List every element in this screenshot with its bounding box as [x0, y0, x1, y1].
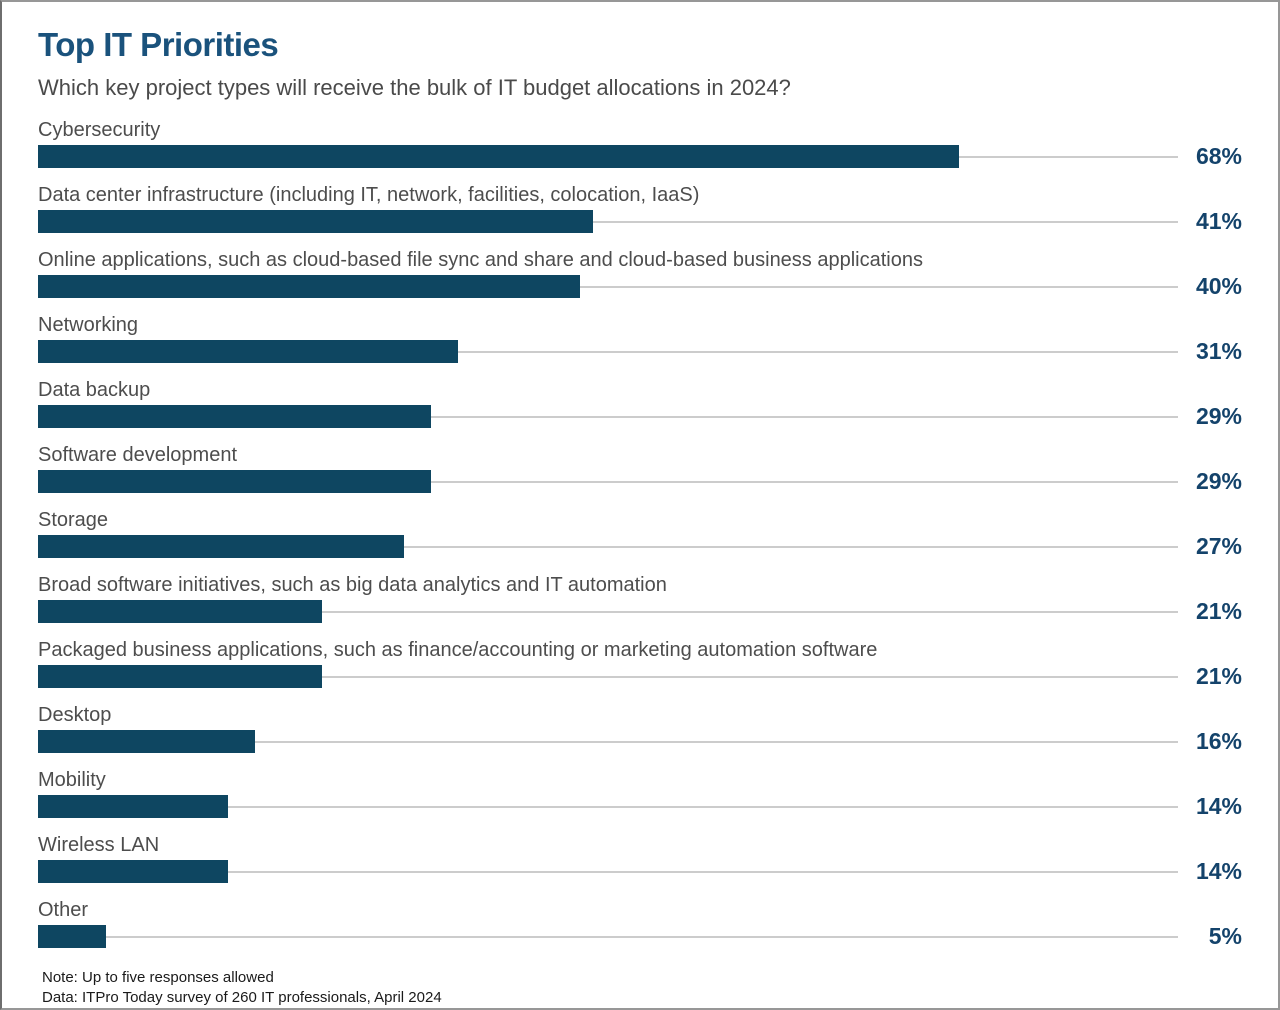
connector-line — [430, 415, 1178, 418]
bar-row: Mobility 14% — [38, 767, 1242, 818]
value-label: 21% — [1195, 598, 1242, 624]
bar-row: Packaged business applications, such as … — [38, 637, 1242, 688]
bar-row: Networking 31% — [38, 312, 1242, 363]
connector-line — [593, 220, 1178, 223]
connector-line — [457, 350, 1178, 353]
bar — [38, 730, 255, 753]
value-label: 41% — [1195, 208, 1242, 234]
connector-line — [105, 935, 1178, 938]
bar-row: Other 5% — [38, 897, 1242, 948]
bar-row: Data backup 29% — [38, 377, 1242, 428]
value-label: 21% — [1195, 663, 1242, 689]
connector-line — [403, 545, 1178, 548]
bar — [38, 860, 228, 883]
value-label: 16% — [1195, 728, 1242, 754]
bar-track — [38, 925, 1178, 948]
bar-track — [38, 665, 1178, 688]
connector-line — [322, 675, 1178, 678]
bar-track — [38, 470, 1178, 493]
bar-track — [38, 405, 1178, 428]
bar — [38, 405, 431, 428]
category-label: Desktop — [38, 704, 112, 726]
bar — [38, 535, 404, 558]
bar-row: Desktop 16% — [38, 702, 1242, 753]
bar-track — [38, 730, 1178, 753]
bar-row: Broad software initiatives, such as big … — [38, 572, 1242, 623]
bar-row: Software development 29% — [38, 442, 1242, 493]
bar-row: Wireless LAN 14% — [38, 832, 1242, 883]
connector-line — [579, 285, 1178, 288]
bar-track — [38, 340, 1178, 363]
category-label: Storage — [38, 509, 109, 531]
bar-track — [38, 860, 1178, 883]
bar-track — [38, 210, 1178, 233]
connector-line — [227, 870, 1178, 873]
value-label: 29% — [1195, 468, 1242, 494]
category-label: Networking — [38, 314, 139, 336]
bar — [38, 275, 580, 298]
bar — [38, 340, 458, 363]
bar-track — [38, 600, 1178, 623]
category-label: Other — [38, 899, 89, 921]
bar-row: Online applications, such as cloud-based… — [38, 247, 1242, 298]
bar — [38, 210, 594, 233]
category-label: Wireless LAN — [38, 834, 160, 856]
bar — [38, 470, 431, 493]
connector-line — [958, 155, 1178, 158]
bar-track — [38, 795, 1178, 818]
value-label: 14% — [1195, 793, 1242, 819]
chart-title: Top IT Priorities — [38, 26, 279, 63]
chart-notes: Note: Up to five responses allowed Data:… — [38, 968, 1242, 1008]
bar-track — [38, 145, 1178, 168]
note-source: Data: ITPro Today survey of 260 IT profe… — [42, 989, 442, 1006]
category-label: Data backup — [38, 379, 151, 401]
bar-chart: Cybersecurity 68% Data center infrastructu… — [38, 117, 1242, 948]
category-label: Packaged business applications, such as … — [38, 639, 878, 661]
note-methodology: Note: Up to five responses allowed — [42, 969, 274, 986]
bar — [38, 795, 228, 818]
category-label: Cybersecurity — [38, 119, 161, 141]
value-label: 31% — [1195, 338, 1242, 364]
connector-line — [430, 480, 1178, 483]
connector-line — [322, 610, 1178, 613]
bar-row: Data center infrastructure (including IT… — [38, 182, 1242, 233]
value-label: 27% — [1195, 533, 1242, 559]
value-label: 14% — [1195, 858, 1242, 884]
category-label: Mobility — [38, 769, 106, 791]
connector-line — [227, 805, 1178, 808]
category-label: Broad software initiatives, such as big … — [38, 574, 667, 596]
bar-track — [38, 535, 1178, 558]
bar — [38, 145, 959, 168]
value-label: 40% — [1195, 273, 1242, 299]
value-label: 29% — [1195, 403, 1242, 429]
connector-line — [254, 740, 1178, 743]
bar-track — [38, 275, 1178, 298]
category-label: Data center infrastructure (including IT… — [38, 184, 700, 206]
value-label: 68% — [1195, 143, 1242, 169]
value-label: 5% — [1208, 923, 1242, 949]
category-label: Online applications, such as cloud-based… — [38, 249, 923, 271]
category-label: Software development — [38, 444, 238, 466]
bar-row: Storage 27% — [38, 507, 1242, 558]
bar — [38, 665, 323, 688]
bar — [38, 925, 106, 948]
chart-subtitle: Which key project types will receive the… — [38, 75, 791, 100]
bar — [38, 600, 323, 623]
bar-row: Cybersecurity 68% — [38, 117, 1242, 168]
